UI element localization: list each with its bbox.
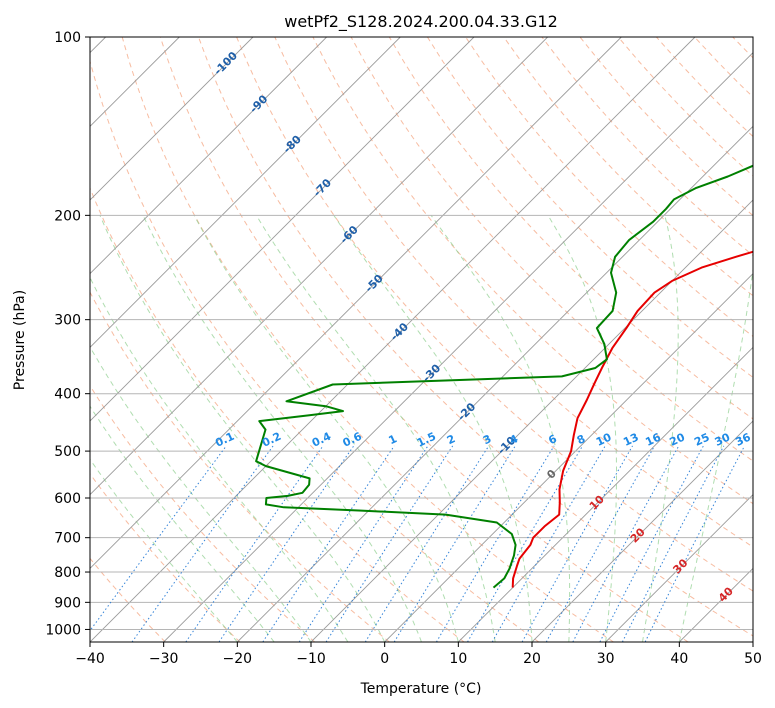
isotherm: [310, 199, 753, 642]
x-tick-label: 0: [380, 651, 389, 667]
moist-adiabat: [678, 265, 753, 642]
mixing-ratio-label: 10: [594, 430, 614, 448]
mixing-ratio-line: [185, 445, 324, 642]
mixing-ratio-label: 36: [733, 430, 753, 448]
dry-adiabat: [350, 37, 753, 462]
x-tick-label: 20: [523, 651, 541, 667]
x-axis-label: Temperature (°C): [360, 681, 482, 697]
isotherm: [458, 346, 753, 642]
mixing-ratio-line: [364, 445, 490, 642]
x-tick-label: 10: [449, 651, 467, 667]
isotherm: [90, 37, 696, 642]
mixing-ratio-line: [393, 445, 516, 642]
moist-adiabat: [193, 215, 459, 642]
mixing-ratio-line: [644, 445, 746, 642]
dry-adiabat: [312, 37, 753, 505]
y-tick-label: 700: [54, 531, 81, 547]
moist-adiabat: [90, 345, 312, 642]
isotherm: [90, 37, 327, 275]
isotherm: [90, 37, 475, 422]
moist-adiabat: [90, 458, 238, 642]
y-tick-label: 1000: [45, 622, 81, 638]
isotherm: [237, 125, 753, 642]
mixing-ratio-line: [298, 445, 429, 642]
x-tick-label: 50: [744, 651, 762, 667]
mixing-ratio-line: [521, 445, 633, 642]
x-axis-ticks: −40 −30 −20 −10 0 10 20 30 40 50: [75, 642, 762, 667]
mixing-ratio-line: [262, 445, 395, 642]
dry-adiabat: [90, 59, 540, 642]
isotherm: [531, 420, 753, 642]
y-tick-label: 200: [54, 208, 81, 224]
dry-adiabat: [503, 37, 753, 297]
temperature-line: [511, 250, 753, 588]
data-series: [255, 164, 753, 589]
y-tick-label: 100: [54, 30, 81, 46]
isotherm: [163, 52, 753, 642]
moist-adiabat: [642, 215, 679, 642]
moist-adiabat: [333, 215, 533, 642]
dry-adiabat: [90, 557, 166, 642]
dry-adiabat: [159, 37, 689, 642]
mixing-ratio-line: [435, 445, 555, 642]
mixing-ratio-label: 13: [621, 431, 640, 449]
x-tick-label: −20: [223, 651, 253, 667]
y-tick-label: 800: [54, 565, 81, 581]
mixing-ratio-label: 25: [692, 431, 711, 449]
x-tick-label: −40: [75, 651, 105, 667]
y-tick-label: 900: [54, 595, 81, 611]
plot-frame: [89, 36, 754, 643]
dry-adiabat: [90, 472, 241, 642]
isotherm: [90, 37, 622, 569]
y-tick-label: 600: [54, 491, 81, 507]
y-axis-label: Pressure (hPa): [12, 290, 28, 390]
dry-adiabat: [465, 37, 753, 338]
dry-adiabat: [90, 186, 465, 642]
x-tick-label: −30: [149, 651, 179, 667]
mixing-ratio-label: 20: [668, 430, 688, 448]
mixing-ratio-line: [467, 445, 584, 642]
moist-adiabat: [255, 215, 496, 642]
chart-title: wetPf2_S128.2024.200.04.33.G12: [284, 12, 558, 32]
dry-adiabat: [236, 37, 753, 592]
x-tick-label: 30: [597, 651, 615, 667]
isotherm: [90, 37, 401, 348]
isotherm: [605, 494, 753, 642]
mixing-ratio-line: [131, 445, 274, 642]
isotherm: [90, 37, 548, 496]
mixing-ratio-line: [218, 445, 355, 642]
moist-adiabat: [90, 276, 349, 642]
isotherm: [90, 37, 254, 201]
x-tick-label: 40: [670, 651, 688, 667]
y-axis-ticks: 100 200 300 400 500 600 700 800 900 1000: [45, 30, 90, 638]
dry-adiabat: [388, 37, 753, 420]
dry-adiabat: [121, 37, 614, 642]
mixing-ratio-line: [545, 445, 656, 642]
dry-adiabat: [90, 291, 390, 642]
moist-adiabat: [142, 215, 422, 642]
y-tick-label: 500: [54, 444, 81, 460]
mixing-ratio-label: 30: [713, 430, 733, 448]
x-tick-label: −10: [296, 651, 326, 667]
mixing-ratio-line: [621, 445, 725, 642]
mixing-ratio-line: [325, 445, 454, 642]
isotherm: [384, 273, 753, 642]
y-tick-label: 400: [54, 387, 81, 403]
background-lines: [90, 37, 753, 642]
dry-adiabat: [90, 384, 316, 642]
y-tick-label: 300: [54, 313, 81, 329]
dewpoint-line: [255, 164, 753, 589]
mixing-ratio-label: 16: [643, 430, 663, 448]
